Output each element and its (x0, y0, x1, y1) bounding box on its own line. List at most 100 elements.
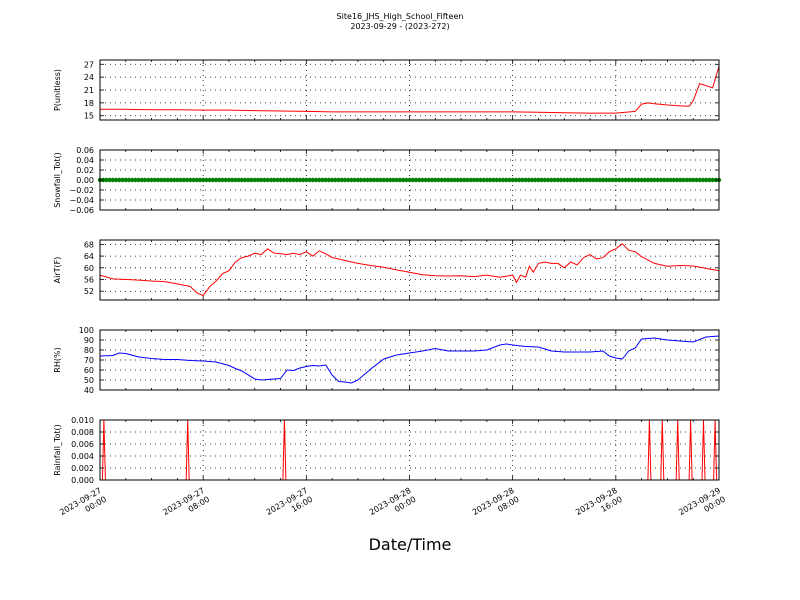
series-line-pressure (100, 66, 720, 114)
data-point (446, 177, 451, 183)
data-point (107, 177, 112, 183)
data-point (175, 177, 180, 183)
data-point (533, 177, 538, 183)
data-point (159, 177, 164, 183)
data-point (681, 177, 686, 183)
data-point (710, 177, 715, 183)
data-point (255, 177, 261, 183)
series-line-humidity (99, 335, 720, 384)
data-point (346, 177, 351, 183)
x-tick-label: 2023-09-2808:00 (471, 486, 521, 526)
data-point (562, 177, 567, 183)
data-point (494, 177, 499, 183)
data-point (691, 177, 696, 183)
y-tick-label: 64 (84, 252, 94, 261)
data-point (249, 177, 254, 183)
data-point (639, 177, 644, 183)
data-point (162, 177, 167, 183)
data-point (420, 177, 425, 183)
data-point (471, 177, 477, 183)
data-point (242, 177, 248, 183)
data-point (365, 177, 370, 183)
data-point (597, 177, 602, 183)
data-point (204, 177, 209, 183)
data-point (297, 177, 303, 183)
data-point (684, 177, 689, 183)
data-point (539, 177, 544, 183)
y-tick-label: 18 (84, 99, 94, 108)
data-point (371, 177, 377, 183)
data-point (394, 177, 399, 183)
data-point (591, 177, 596, 183)
data-point (462, 177, 467, 183)
data-point (329, 177, 335, 183)
data-point (655, 177, 660, 183)
data-point (584, 177, 589, 183)
data-point (674, 177, 680, 183)
data-point (336, 177, 341, 183)
data-point (310, 177, 315, 183)
data-point (536, 177, 541, 183)
data-point (671, 177, 677, 183)
y-tick-label: 27 (84, 60, 94, 69)
data-point (194, 177, 199, 183)
panel-frame (99, 419, 720, 481)
series-points-snowfall (97, 177, 722, 183)
data-point (233, 177, 238, 183)
y-tick-label: 80 (84, 346, 94, 355)
data-point (339, 177, 344, 183)
data-point (400, 177, 406, 183)
data-point (191, 177, 196, 183)
data-point (542, 177, 548, 183)
y-tick-label: 100 (79, 326, 94, 335)
series-line-air-temp (99, 243, 720, 297)
y-tick-label: 0.004 (71, 452, 94, 461)
data-point (146, 177, 151, 183)
data-point (317, 177, 322, 183)
y-tick-label: 90 (84, 336, 94, 345)
data-point (378, 177, 383, 183)
y-tick-label: 68 (84, 240, 94, 249)
y-tick-label: 21 (84, 86, 94, 95)
data-point (668, 177, 673, 183)
data-point (426, 177, 431, 183)
data-point (291, 177, 296, 183)
data-point (326, 177, 332, 183)
data-point (475, 177, 480, 183)
data-point (623, 177, 628, 183)
data-point (275, 177, 280, 183)
y-tick-label: 0.000 (71, 476, 94, 485)
data-point (504, 177, 509, 183)
data-point (197, 177, 203, 183)
data-point (404, 177, 409, 183)
data-point (433, 177, 438, 183)
data-point (181, 177, 186, 183)
data-point (184, 177, 190, 183)
data-point (484, 177, 490, 183)
data-point (429, 177, 435, 183)
data-point (252, 177, 257, 183)
data-point (574, 177, 580, 183)
data-point (594, 177, 599, 183)
y-axis-label-air-temp: AirT(F) (53, 257, 62, 284)
y-tick-label: 15 (84, 112, 94, 121)
data-point (558, 177, 564, 183)
data-point (545, 177, 551, 183)
data-point (223, 177, 228, 183)
data-point (217, 177, 222, 183)
y-tick-label: −0.02 (69, 186, 94, 195)
data-point (636, 177, 641, 183)
data-point (600, 177, 606, 183)
data-point (616, 177, 622, 183)
panel-frame (99, 239, 720, 301)
data-point (520, 177, 525, 183)
data-point (262, 177, 267, 183)
data-point (555, 177, 560, 183)
data-point (265, 177, 270, 183)
data-point (658, 177, 664, 183)
data-point (613, 177, 618, 183)
data-point (649, 177, 654, 183)
y-tick-label: 60 (84, 264, 94, 273)
data-point (565, 177, 570, 183)
data-point (104, 177, 109, 183)
